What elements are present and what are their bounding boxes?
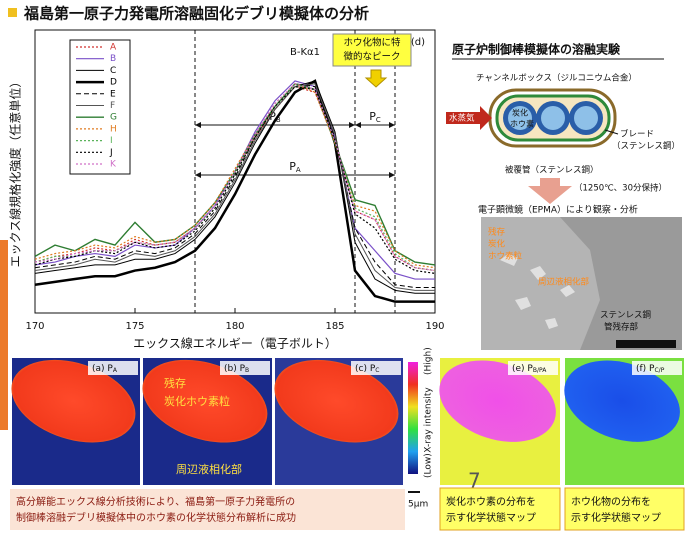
slide: 福島第一原子力発電所溶融固化デブリ模擬体の分析 170 175 180 185 190 エ… (0, 0, 685, 533)
note-line: 示す化学状態マップ (446, 511, 536, 524)
legend-box (70, 40, 130, 174)
colorbar (408, 362, 418, 474)
map-label-text: (c) P (355, 364, 376, 374)
x-axis-label: エックス線エネルギー（電子ボルト） (133, 336, 337, 351)
map-label-sub: B (245, 367, 249, 374)
sem-label: 残存 (488, 227, 506, 238)
range-sub: C (376, 116, 381, 124)
sem-label: 炭化 (488, 239, 506, 250)
x-tick-label: 175 (125, 321, 144, 332)
title-bullet (8, 8, 17, 17)
observation-label: 電子顕微鏡（EPMA）により観察・分析 (478, 204, 638, 216)
colorbar-title: X-ray intensity (424, 387, 434, 453)
map-label-sub: C (375, 367, 379, 374)
sem-label: ホウ素粒 (488, 251, 523, 262)
legend-label: A (110, 43, 117, 53)
experiment-title: 原子炉制御棒模擬体の溶融実験 (452, 42, 621, 57)
summary-line: 高分解能エックス線分析技術により、福島第一原子力発電所の (16, 495, 295, 508)
sem-label: 管残存部 (604, 322, 639, 333)
map-annotation: 炭化ホウ素粒 (164, 394, 230, 408)
map-annotation: 残存 (164, 376, 186, 390)
peak-label: B-Kα1 (290, 47, 320, 58)
scale-label: 5μm (408, 500, 428, 510)
callout-arrow (366, 70, 386, 87)
note-line: ホウ化物の分布を (571, 495, 651, 508)
map-label-text: (a) P (92, 364, 113, 374)
map-annotation: 周辺液相化部 (176, 462, 242, 476)
rod-core (541, 106, 565, 130)
map-label-sub: B/PA (533, 367, 547, 374)
map-label-text: (b) P (224, 364, 246, 374)
x-tick-label: 170 (25, 321, 44, 332)
slide-title: 福島第一原子力発電所溶融固化デブリ模擬体の分析 (23, 5, 369, 23)
summary-line: 制御棒溶融デブリ模擬体中のホウ素の化学状態分布解析に成功 (16, 511, 296, 524)
cladding-label: 被覆管（ステンレス鋼） (505, 165, 599, 176)
panel-label: (d) (411, 37, 425, 48)
sem-label: 周辺液相化部 (538, 277, 590, 288)
legend-label: E (110, 89, 116, 99)
blade-label: ブレード (620, 129, 654, 140)
legend-label: I (110, 136, 113, 146)
callout-text: ホウ化物に特 (343, 37, 401, 49)
note-line: 示す化学状態マップ (571, 511, 661, 524)
note-line: 炭化ホウ素の分布を (446, 495, 536, 508)
range-label: PC (369, 110, 381, 124)
y-axis-label: エックス線規格化強度（任意単位） (8, 76, 23, 268)
range-sub: A (296, 166, 301, 174)
map-label-text: (e) P (512, 364, 533, 374)
side-bar (0, 240, 8, 430)
condition-label: （1250℃、30分保持） (574, 183, 667, 194)
spectrum-chart: 170 175 180 185 190 エックス線エネルギー（電子ボルト） エックス線規格化… (8, 30, 445, 351)
arrow-head (389, 122, 395, 128)
arrow-head (355, 122, 361, 128)
map-label-sub: C/P (654, 367, 664, 374)
legend-label: G (110, 113, 117, 123)
b4c-label: ホウ素 (510, 119, 534, 129)
x-tick-label: 190 (425, 321, 444, 332)
x-tick-label: 180 (225, 321, 244, 332)
callout-text: 徴的なピーク (343, 51, 400, 63)
legend-label: D (110, 78, 117, 88)
colorbar-low: (Low) (424, 453, 434, 478)
arrow-head (349, 122, 355, 128)
arrow-head (195, 122, 201, 128)
colorbar-high: (High) (424, 347, 434, 375)
arrow-head (195, 172, 201, 178)
range-label: PA (289, 160, 301, 174)
legend-label: C (110, 66, 116, 76)
blade-label: （ステンレス鋼） (612, 141, 680, 152)
maps: (a) PA(b) PB(c) PC(e) PB/PA(f) PC/P残存炭化ホ… (1, 345, 685, 485)
legend-label: B (110, 54, 116, 64)
sem-scale (616, 340, 676, 348)
legend-label: F (110, 101, 115, 111)
legend-label: H (110, 124, 117, 134)
map-label-text: (f) P (636, 364, 655, 374)
down-arrow (528, 178, 572, 204)
sem-label: ステンレス鋼 (600, 310, 651, 321)
arrow-head (389, 172, 395, 178)
x-tick-label: 185 (325, 321, 344, 332)
channel-box-label: チャンネルボックス（ジルコニウム合金） (476, 73, 637, 84)
rod-core (574, 106, 598, 130)
legend-label: J (109, 148, 113, 158)
b4c-label: 炭化 (512, 108, 528, 118)
steam-label: 水蒸気 (449, 113, 475, 124)
